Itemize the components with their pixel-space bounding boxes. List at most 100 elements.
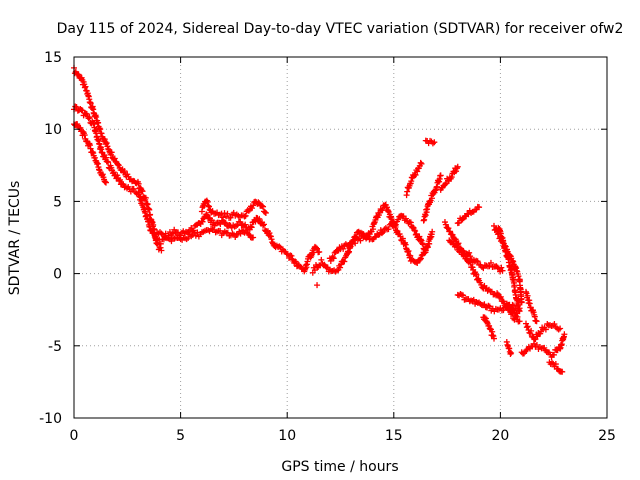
data-point [524, 323, 531, 330]
data-point [276, 243, 283, 250]
data-series-track-11 [420, 172, 444, 224]
data-point [260, 221, 267, 228]
data-point [185, 234, 192, 241]
data-point [449, 231, 456, 238]
data-point [192, 232, 199, 239]
data-point [267, 233, 274, 240]
data-point [417, 255, 424, 262]
data-point [204, 198, 211, 205]
data-point [497, 293, 504, 300]
data-point [221, 219, 228, 226]
data-point [516, 318, 523, 325]
data-point [74, 121, 81, 128]
data-point [85, 115, 92, 122]
data-series-track-20 [495, 224, 523, 315]
data-point [509, 310, 516, 317]
data-series-track-18 [480, 314, 498, 342]
x-tick-label: 15 [385, 428, 403, 444]
data-point [481, 301, 488, 308]
data-series-track-7 [314, 282, 321, 289]
data-point [392, 221, 399, 228]
data-series-track-16 [454, 203, 483, 227]
data-point [419, 241, 426, 248]
x-tick-label: 0 [70, 428, 79, 444]
data-point [266, 230, 273, 237]
data-point [382, 225, 389, 232]
data-point [371, 234, 378, 241]
data-point [203, 211, 210, 218]
data-point [241, 213, 248, 220]
data-point [487, 259, 494, 266]
data-point [341, 258, 348, 265]
data-point [255, 199, 262, 206]
data-series-track-23 [522, 288, 540, 325]
y-tick-label: 5 [53, 194, 62, 210]
data-point [77, 124, 84, 131]
data-point [150, 230, 157, 237]
data-point [318, 256, 325, 263]
data-point [473, 271, 480, 278]
x-tick-label: 20 [491, 428, 509, 444]
data-point [330, 255, 337, 262]
data-point [552, 361, 559, 368]
data-point [217, 227, 224, 234]
data-point [431, 139, 438, 146]
data-point [245, 230, 252, 237]
x-tick-label: 10 [278, 428, 296, 444]
data-point [407, 252, 414, 259]
data-point [233, 231, 240, 238]
data-point [327, 257, 334, 264]
data-point [86, 114, 93, 121]
data-point [380, 228, 387, 235]
data-point [227, 214, 234, 221]
data-point [247, 223, 254, 230]
data-point [142, 194, 149, 201]
data-point [337, 261, 344, 268]
data-point [292, 258, 299, 265]
data-point [496, 294, 503, 301]
data-point [252, 218, 259, 225]
data-point [115, 162, 122, 169]
data-series-track-5 [156, 225, 257, 247]
data-point [155, 241, 162, 248]
data-series-track-8 [309, 201, 436, 276]
data-point [261, 209, 268, 216]
data-series-track-10 [403, 159, 425, 199]
data-point [407, 219, 414, 226]
data-series-track-3 [71, 121, 109, 186]
data-point [437, 172, 444, 179]
data-point [428, 195, 435, 202]
data-point [530, 340, 537, 347]
data-point [83, 111, 90, 118]
data-point [561, 331, 568, 338]
data-point [199, 218, 206, 225]
data-point [402, 215, 409, 222]
data-point [465, 211, 472, 218]
data-point [242, 227, 249, 234]
data-point [81, 132, 88, 139]
data-point [515, 301, 522, 308]
data-point [205, 202, 212, 209]
data-point [551, 351, 558, 358]
x-tick-label: 25 [598, 428, 616, 444]
data-point [260, 222, 267, 229]
data-point [512, 313, 519, 320]
data-point [422, 247, 429, 254]
data-point [485, 302, 492, 309]
data-point [457, 290, 464, 297]
data-point [337, 264, 344, 271]
data-point [222, 220, 229, 227]
y-tick-label: 10 [44, 122, 62, 138]
data-point [399, 235, 406, 242]
data-point [429, 228, 436, 235]
data-point [528, 327, 535, 334]
data-point [288, 252, 295, 259]
data-point [314, 245, 321, 252]
data-point [352, 240, 359, 247]
y-tick-label: -10 [39, 411, 62, 427]
data-point [146, 206, 153, 213]
data-point [500, 298, 507, 305]
x-axis-title: GPS time / hours [281, 459, 398, 475]
data-point [242, 212, 249, 219]
